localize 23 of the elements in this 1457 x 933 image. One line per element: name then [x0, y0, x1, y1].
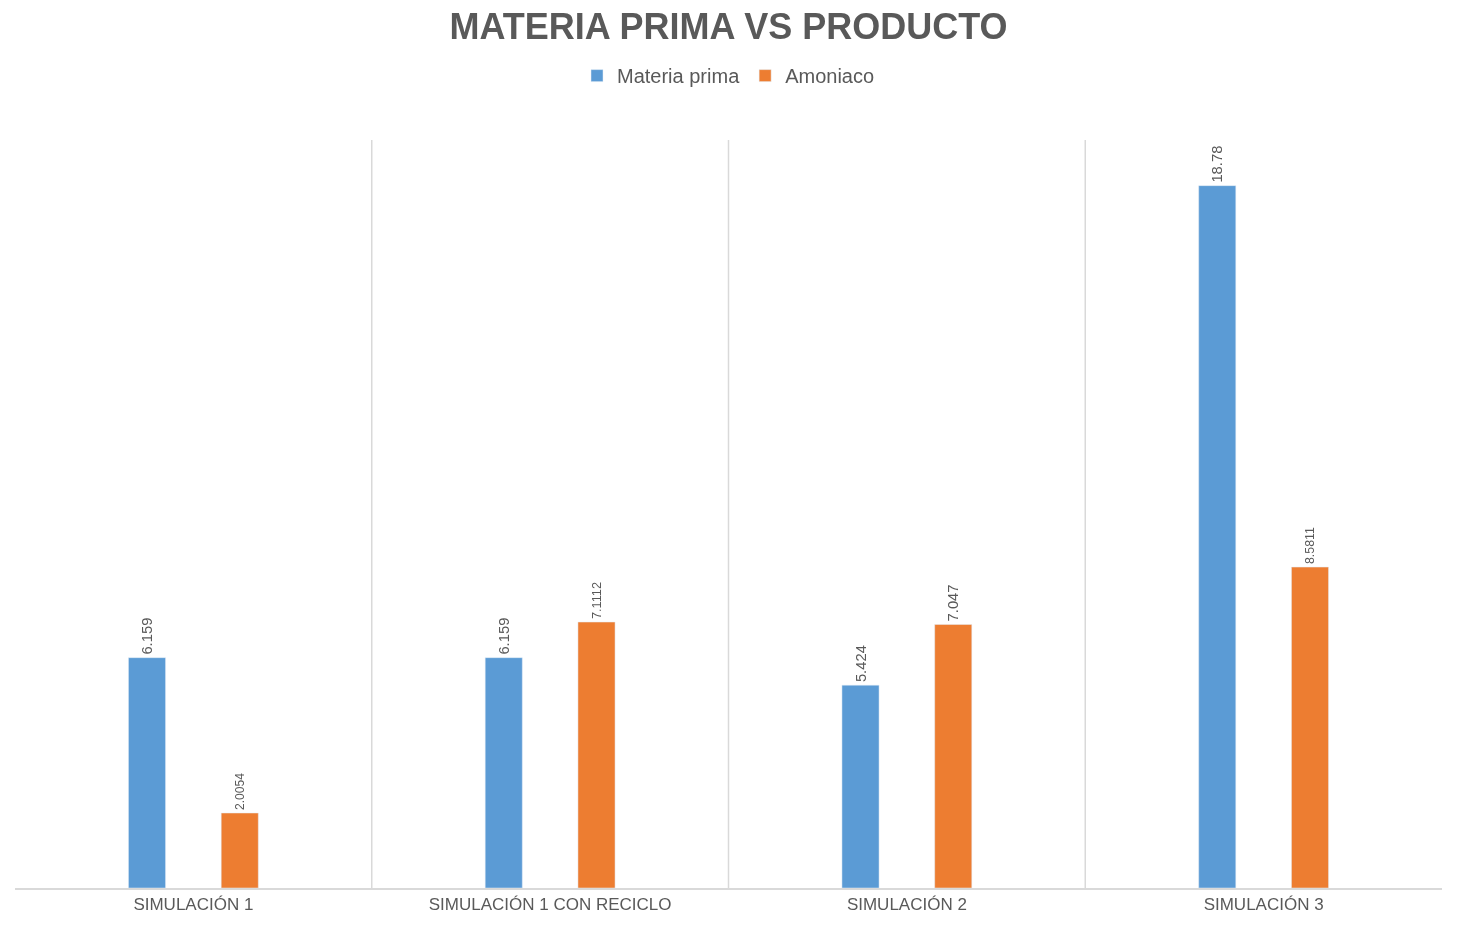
data-label: 7.047	[945, 584, 962, 622]
legend-label: Amoniaco	[785, 65, 875, 88]
bar	[128, 657, 166, 888]
bar	[1291, 566, 1329, 888]
bar	[220, 812, 259, 888]
data-label: 6.159	[139, 617, 156, 655]
data-label: 6.159	[495, 617, 512, 655]
bar	[484, 657, 523, 888]
legend-label: Materia prima	[617, 65, 741, 88]
data-label: 2.0054	[232, 772, 247, 810]
data-label: 5.424	[852, 645, 869, 683]
bar	[577, 621, 616, 888]
bar	[934, 624, 973, 888]
x-tick-label: SIMULACIÓN 1 CON RECICLO	[428, 895, 672, 915]
data-label: 7.1112	[588, 582, 604, 620]
x-tick-label: SIMULACIÓN 3	[1203, 895, 1324, 915]
chart-title: MATERIA PRIMA VS PRODUCTO	[449, 6, 1008, 48]
x-tick-label: SIMULACIÓN 1	[133, 895, 254, 915]
data-label: 18.78	[1209, 145, 1226, 183]
bar	[841, 684, 880, 888]
data-label: 8.5811	[1303, 526, 1318, 565]
bar	[1198, 185, 1237, 888]
x-tick-label: SIMULACIÓN 2	[846, 895, 967, 915]
